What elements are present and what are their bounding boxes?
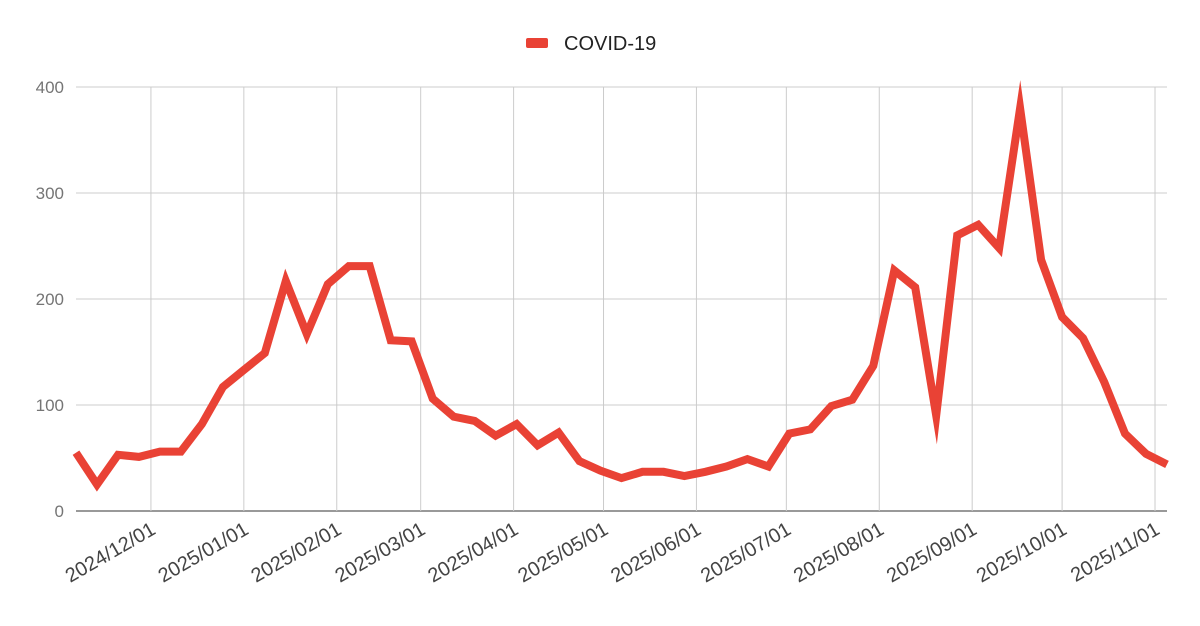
x-tick-label: 2025/04/01	[424, 518, 522, 587]
x-tick-label: 2025/09/01	[883, 518, 981, 587]
series-line-covid-19[interactable]	[72, 80, 1169, 492]
x-tick-label: 2025/07/01	[697, 518, 795, 587]
x-tick-label: 2025/11/01	[1067, 518, 1163, 586]
series-lines	[72, 80, 1169, 492]
y-tick-label: 200	[36, 290, 64, 309]
grid	[76, 86, 1167, 512]
y-tick-label: 100	[36, 396, 64, 415]
x-axis-ticks: 2024/12/012025/01/012025/02/012025/03/01…	[62, 518, 1164, 587]
x-tick-label: 2025/01/01	[155, 518, 253, 587]
legend-swatch	[526, 38, 548, 48]
legend[interactable]: COVID-19	[526, 33, 656, 55]
x-tick-label: 2025/05/01	[514, 518, 612, 587]
x-tick-label: 2025/06/01	[607, 518, 705, 587]
x-tick-label: 2025/10/01	[973, 518, 1071, 587]
x-tick-label: 2025/08/01	[790, 518, 888, 587]
y-tick-label: 300	[36, 184, 64, 203]
y-axis-ticks: 0 100 200 300 400	[36, 78, 64, 521]
y-tick-label: 400	[36, 78, 64, 97]
x-tick-label: 2024/12/01	[62, 518, 160, 587]
y-tick-label: 0	[55, 502, 64, 521]
x-tick-label: 2025/03/01	[331, 518, 429, 587]
legend-label: COVID-19	[564, 33, 656, 55]
x-tick-label: 2025/02/01	[248, 518, 346, 587]
